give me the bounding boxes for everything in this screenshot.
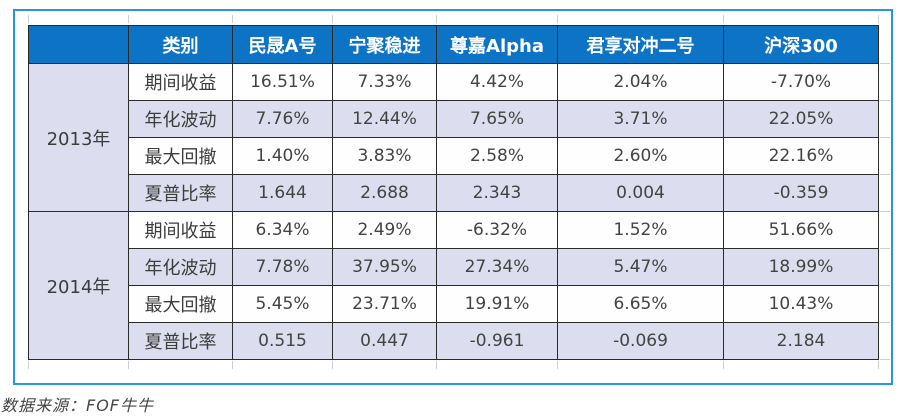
- value-cell: 3.71%: [557, 100, 724, 138]
- metric-label: 期间收益: [128, 63, 233, 101]
- value-cell: 6.65%: [557, 285, 724, 323]
- metric-label: 年化波动: [128, 100, 233, 138]
- gridline-tick: [28, 361, 29, 369]
- year-cell: 2014年: [28, 211, 129, 360]
- value-cell: 19.91%: [436, 285, 558, 323]
- gridline-tick: [332, 15, 333, 23]
- corner-cell: [28, 25, 129, 64]
- metric-label: 最大回撤: [128, 285, 233, 323]
- gridline-tick: [880, 285, 890, 286]
- value-cell: 37.95%: [332, 248, 437, 286]
- gridline-tick: [436, 15, 437, 23]
- gridline-tick: [436, 361, 437, 369]
- value-cell: 27.34%: [436, 248, 558, 286]
- column-header: 君享对冲二号: [557, 25, 724, 64]
- value-cell: 2.688: [332, 174, 437, 212]
- value-cell: 7.78%: [232, 248, 333, 286]
- fund-performance-table: 类别 民晟A号 宁聚稳进 尊嘉Alpha 君享对冲二号 沪深300 2013年 期间收益 16…: [28, 25, 879, 360]
- value-cell: 10.43%: [723, 285, 879, 323]
- table-row: 夏普比率 1.644 2.688 2.343 0.004 -0.359: [29, 174, 879, 212]
- value-cell: 4.42%: [436, 63, 558, 101]
- gridline-tick: [880, 359, 890, 360]
- value-cell: 16.51%: [232, 63, 333, 101]
- gridline-tick: [723, 15, 724, 23]
- gridline-tick: [557, 15, 558, 23]
- column-header: 尊嘉Alpha: [436, 25, 558, 64]
- value-cell: 1.52%: [557, 211, 724, 249]
- gridline-tick: [880, 100, 890, 101]
- value-cell: 0.515: [232, 322, 333, 360]
- value-cell: -0.961: [436, 322, 558, 360]
- value-cell: 2.343: [436, 174, 558, 212]
- metric-label: 期间收益: [128, 211, 233, 249]
- table-body: 2013年 期间收益 16.51% 7.33% 4.42% 2.04% -7.70% 年化波动…: [28, 63, 879, 360]
- table-row: 年化波动 7.78% 37.95% 27.34% 5.47% 18.99%: [29, 248, 879, 286]
- table-row: 年化波动 7.76% 12.44% 7.65% 3.71% 22.05%: [29, 100, 879, 138]
- value-cell: 2.04%: [557, 63, 724, 101]
- table-row: 夏普比率 0.515 0.447 -0.961 -0.069 2.184: [29, 322, 879, 360]
- metric-label: 夏普比率: [128, 174, 233, 212]
- value-cell: 1.40%: [232, 137, 333, 175]
- gridline-tick: [880, 322, 890, 323]
- value-cell: 7.33%: [332, 63, 437, 101]
- value-cell: -7.70%: [723, 63, 879, 101]
- value-cell: 2.184: [723, 322, 879, 360]
- value-cell: 22.16%: [723, 137, 879, 175]
- value-cell: 51.66%: [723, 211, 879, 249]
- gridline-tick: [28, 15, 29, 23]
- table-row: 2014年 期间收益 6.34% 2.49% -6.32% 1.52% 51.66%: [28, 211, 879, 360]
- gridline-tick: [880, 248, 890, 249]
- gridline-tick: [880, 137, 890, 138]
- gridline-tick: [880, 63, 890, 64]
- metric-label: 夏普比率: [128, 322, 233, 360]
- value-cell: -0.069: [557, 322, 724, 360]
- value-cell: 7.65%: [436, 100, 558, 138]
- value-cell: 3.83%: [332, 137, 437, 175]
- gridline-tick: [878, 361, 879, 369]
- table-row: 最大回撤 1.40% 3.83% 2.58% 2.60% 22.16%: [29, 137, 879, 175]
- year-cell: 2013年: [28, 63, 129, 212]
- value-cell: 2.58%: [436, 137, 558, 175]
- value-cell: 23.71%: [332, 285, 437, 323]
- value-cell: 5.47%: [557, 248, 724, 286]
- value-cell: -0.359: [723, 174, 879, 212]
- value-cell: 2.49%: [332, 211, 437, 249]
- gridline-tick: [880, 211, 890, 212]
- metric-label: 年化波动: [128, 248, 233, 286]
- column-header: 类别: [128, 25, 233, 64]
- value-cell: 2.60%: [557, 137, 724, 175]
- value-cell: -6.32%: [436, 211, 558, 249]
- value-cell: 0.004: [557, 174, 724, 212]
- value-cell: 6.34%: [232, 211, 333, 249]
- metric-label: 最大回撤: [128, 137, 233, 175]
- value-cell: 22.05%: [723, 100, 879, 138]
- value-cell: 7.76%: [232, 100, 333, 138]
- gridline-tick: [232, 361, 233, 369]
- table-row: 2013年 期间收益 16.51% 7.33% 4.42% 2.04% -7.70%: [28, 63, 879, 212]
- gridline-tick: [232, 15, 233, 23]
- gridline-tick: [878, 15, 879, 23]
- header-row: 类别 民晟A号 宁聚稳进 尊嘉Alpha 君享对冲二号 沪深300: [28, 25, 879, 64]
- value-cell: 18.99%: [723, 248, 879, 286]
- data-source-note: 数据来源：FOF牛牛: [1, 396, 155, 415]
- value-cell: 5.45%: [232, 285, 333, 323]
- table-row: 最大回撤 5.45% 23.71% 19.91% 6.65% 10.43%: [29, 285, 879, 323]
- gridline-tick: [332, 361, 333, 369]
- column-header: 宁聚稳进: [332, 25, 437, 64]
- gridline-tick: [128, 361, 129, 369]
- gridline-tick: [128, 15, 129, 23]
- gridline-tick: [557, 361, 558, 369]
- gridline-tick: [723, 361, 724, 369]
- value-cell: 0.447: [332, 322, 437, 360]
- table-header: 类别 民晟A号 宁聚稳进 尊嘉Alpha 君享对冲二号 沪深300: [28, 25, 879, 64]
- column-header: 民晟A号: [232, 25, 333, 64]
- value-cell: 1.644: [232, 174, 333, 212]
- gridline-tick: [880, 174, 890, 175]
- column-header: 沪深300: [723, 25, 879, 64]
- value-cell: 12.44%: [332, 100, 437, 138]
